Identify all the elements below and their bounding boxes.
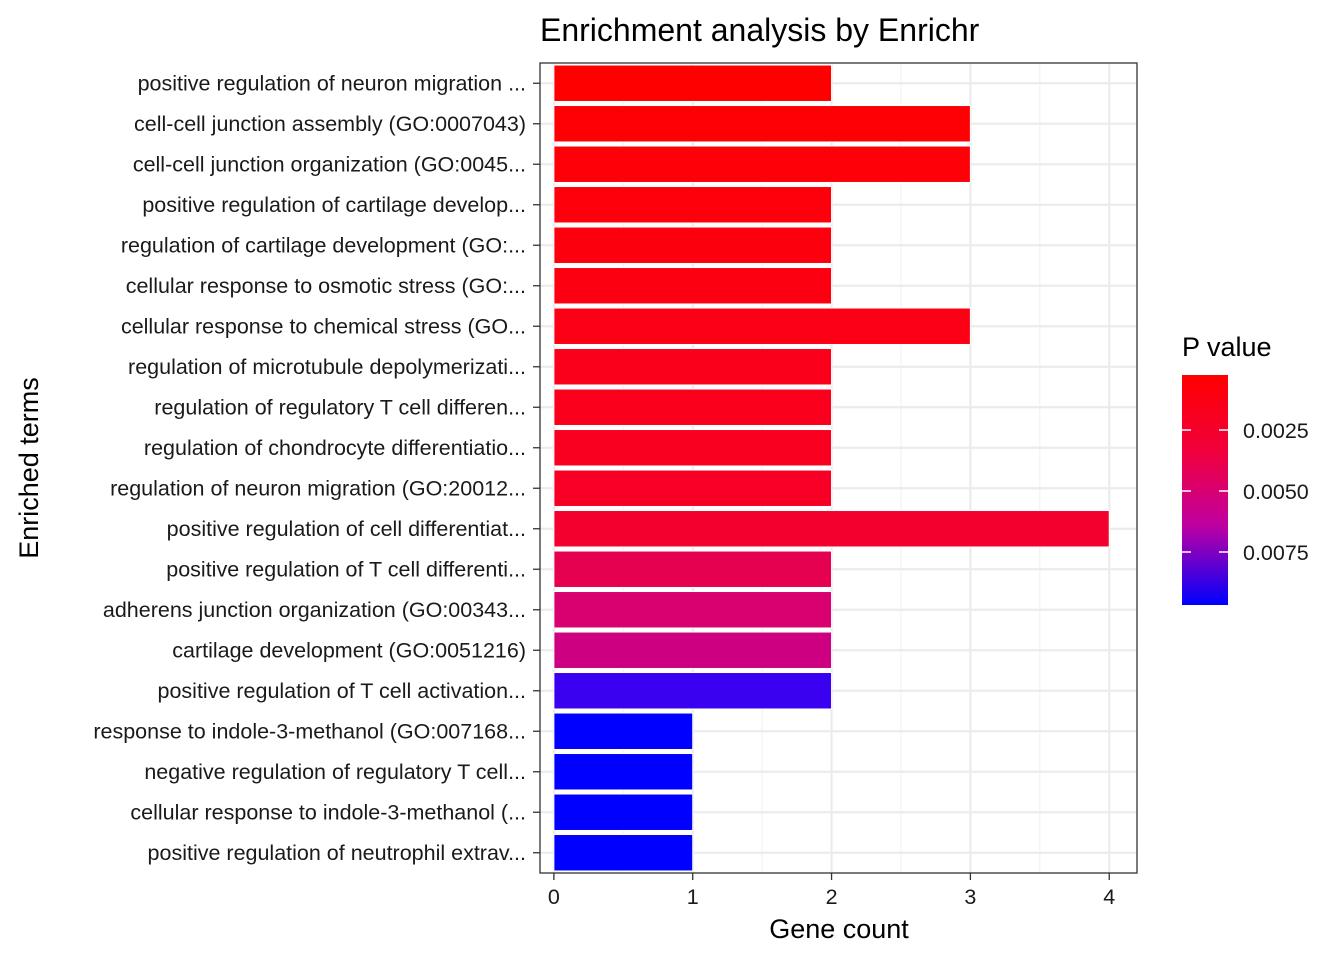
- y-tick-label: regulation of microtubule depolymerizati…: [128, 355, 526, 379]
- y-tick-label: regulation of cartilage development (GO:…: [121, 233, 526, 257]
- grid: [540, 63, 1137, 873]
- y-tick-label: cell-cell junction organization (GO:0045…: [133, 152, 526, 176]
- bar: [553, 348, 833, 386]
- chart-title: Enrichment analysis by Enrichr: [540, 12, 980, 48]
- legend-tick-label: 0.0025: [1243, 419, 1309, 443]
- y-tick-label: negative regulation of regulatory T cell…: [144, 760, 526, 784]
- y-tick-label: positive regulation of T cell activation…: [158, 679, 527, 703]
- bar: [553, 753, 694, 791]
- bar: [553, 469, 833, 507]
- y-tick-label: positive regulation of cartilage develop…: [142, 193, 526, 217]
- y-tick-label: cell-cell junction assembly (GO:0007043): [134, 112, 526, 136]
- y-tick-label: positive regulation of neuron migration …: [138, 71, 526, 95]
- x-axis-title: Gene count: [769, 914, 909, 944]
- y-tick-label: positive regulation of T cell differenti…: [166, 557, 526, 581]
- y-tick-label: positive regulation of cell differentiat…: [167, 517, 526, 541]
- bar: [553, 672, 833, 710]
- bar: [553, 510, 1110, 548]
- y-tick-label: regulation of neuron migration (GO:20012…: [110, 476, 526, 500]
- legend-tick-label: 0.0050: [1243, 480, 1309, 504]
- x-tick-label: 3: [964, 885, 976, 909]
- bar: [553, 307, 971, 345]
- bars: [553, 64, 1110, 872]
- bar: [553, 793, 694, 831]
- y-tick-labels: positive regulation of neuron migration …: [93, 71, 540, 865]
- y-tick-label: regulation of regulatory T cell differen…: [154, 395, 526, 419]
- x-tick-label: 0: [548, 885, 560, 909]
- bar: [553, 631, 833, 669]
- y-tick-label: cellular response to indole-3-methanol (…: [130, 800, 526, 824]
- legend-tick-label: 0.0075: [1243, 541, 1309, 565]
- x-tick-label: 1: [687, 885, 699, 909]
- bar: [553, 64, 833, 102]
- y-tick-label: cellular response to osmotic stress (GO:…: [126, 274, 526, 298]
- y-tick-label: cartilage development (GO:0051216): [172, 638, 526, 662]
- y-tick-label: response to indole-3-methanol (GO:007168…: [93, 719, 526, 743]
- x-axis: 0 1 2 3 4: [548, 873, 1115, 909]
- bar: [553, 267, 833, 305]
- x-tick-label: 4: [1103, 885, 1115, 909]
- legend: P value 0.0025 0.0050 0.0075: [1182, 332, 1309, 605]
- legend-ticks: 0.0025 0.0050 0.0075: [1182, 419, 1309, 565]
- legend-title: P value: [1182, 332, 1272, 362]
- bar: [553, 550, 833, 588]
- bar: [553, 186, 833, 224]
- bar: [553, 105, 971, 143]
- panel-border: [539, 62, 1138, 874]
- y-tick-label: regulation of chondrocyte differentiatio…: [144, 436, 526, 460]
- bar: [553, 145, 971, 183]
- y-axis-title: Enriched terms: [14, 377, 44, 559]
- y-tick-label: cellular response to chemical stress (GO…: [121, 314, 526, 338]
- bar: [553, 429, 833, 467]
- bar: [553, 226, 833, 264]
- y-tick-label: positive regulation of neutrophil extrav…: [148, 841, 526, 865]
- bar: [553, 591, 833, 629]
- bar: [553, 712, 694, 750]
- bar: [553, 834, 694, 872]
- bar: [553, 388, 833, 426]
- y-tick-label: adherens junction organization (GO:00343…: [103, 598, 526, 622]
- legend-colorbar: [1182, 375, 1228, 605]
- panel-background: [540, 63, 1137, 873]
- x-tick-label: 2: [826, 885, 838, 909]
